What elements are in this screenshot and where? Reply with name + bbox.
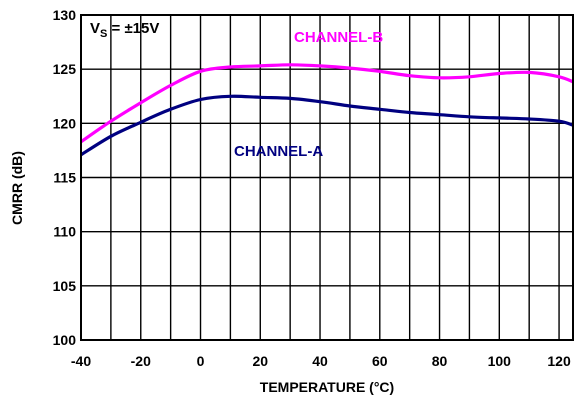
x-tick-label: 100 xyxy=(488,353,512,369)
channel-b-label: CHANNEL-B xyxy=(294,29,383,46)
series-line-channel-b xyxy=(80,63,574,144)
y-tick-label: 125 xyxy=(53,61,77,77)
y-tick-label: 105 xyxy=(53,278,77,294)
vs-subscript: S xyxy=(100,28,107,40)
x-tick-label: 20 xyxy=(252,353,268,369)
x-tick-label: -40 xyxy=(71,353,91,369)
supply-voltage-annotation: VS = ±15V xyxy=(90,20,159,40)
y-tick-labels: 100 105 110 115 120 125 130 xyxy=(53,7,77,348)
x-tick-label: 60 xyxy=(372,353,388,369)
y-tick-label: 110 xyxy=(53,224,76,240)
vs-value: = ±15V xyxy=(107,20,159,37)
plot-frame xyxy=(80,14,574,341)
x-axis-title: TEMPERATURE (°C) xyxy=(260,379,394,395)
x-tick-label: 120 xyxy=(547,353,571,369)
series-lines xyxy=(80,63,574,157)
vs-symbol: V xyxy=(90,20,100,37)
y-tick-label: 130 xyxy=(53,7,77,23)
y-axis-title: CMRR (dB) xyxy=(9,151,25,225)
y-tick-label: 115 xyxy=(53,170,76,186)
x-tick-label: 0 xyxy=(197,353,205,369)
channel-a-label: CHANNEL-A xyxy=(234,143,323,160)
x-tick-label: 80 xyxy=(432,353,448,369)
grid xyxy=(81,15,574,340)
y-tick-label: 100 xyxy=(53,332,77,348)
x-tick-labels: -40 -20 0 20 40 60 80 100 120 xyxy=(71,353,571,369)
x-tick-label: 40 xyxy=(312,353,328,369)
y-tick-label: 120 xyxy=(53,115,77,131)
x-tick-label: -20 xyxy=(131,353,151,369)
series-line-channel-a xyxy=(80,94,574,157)
